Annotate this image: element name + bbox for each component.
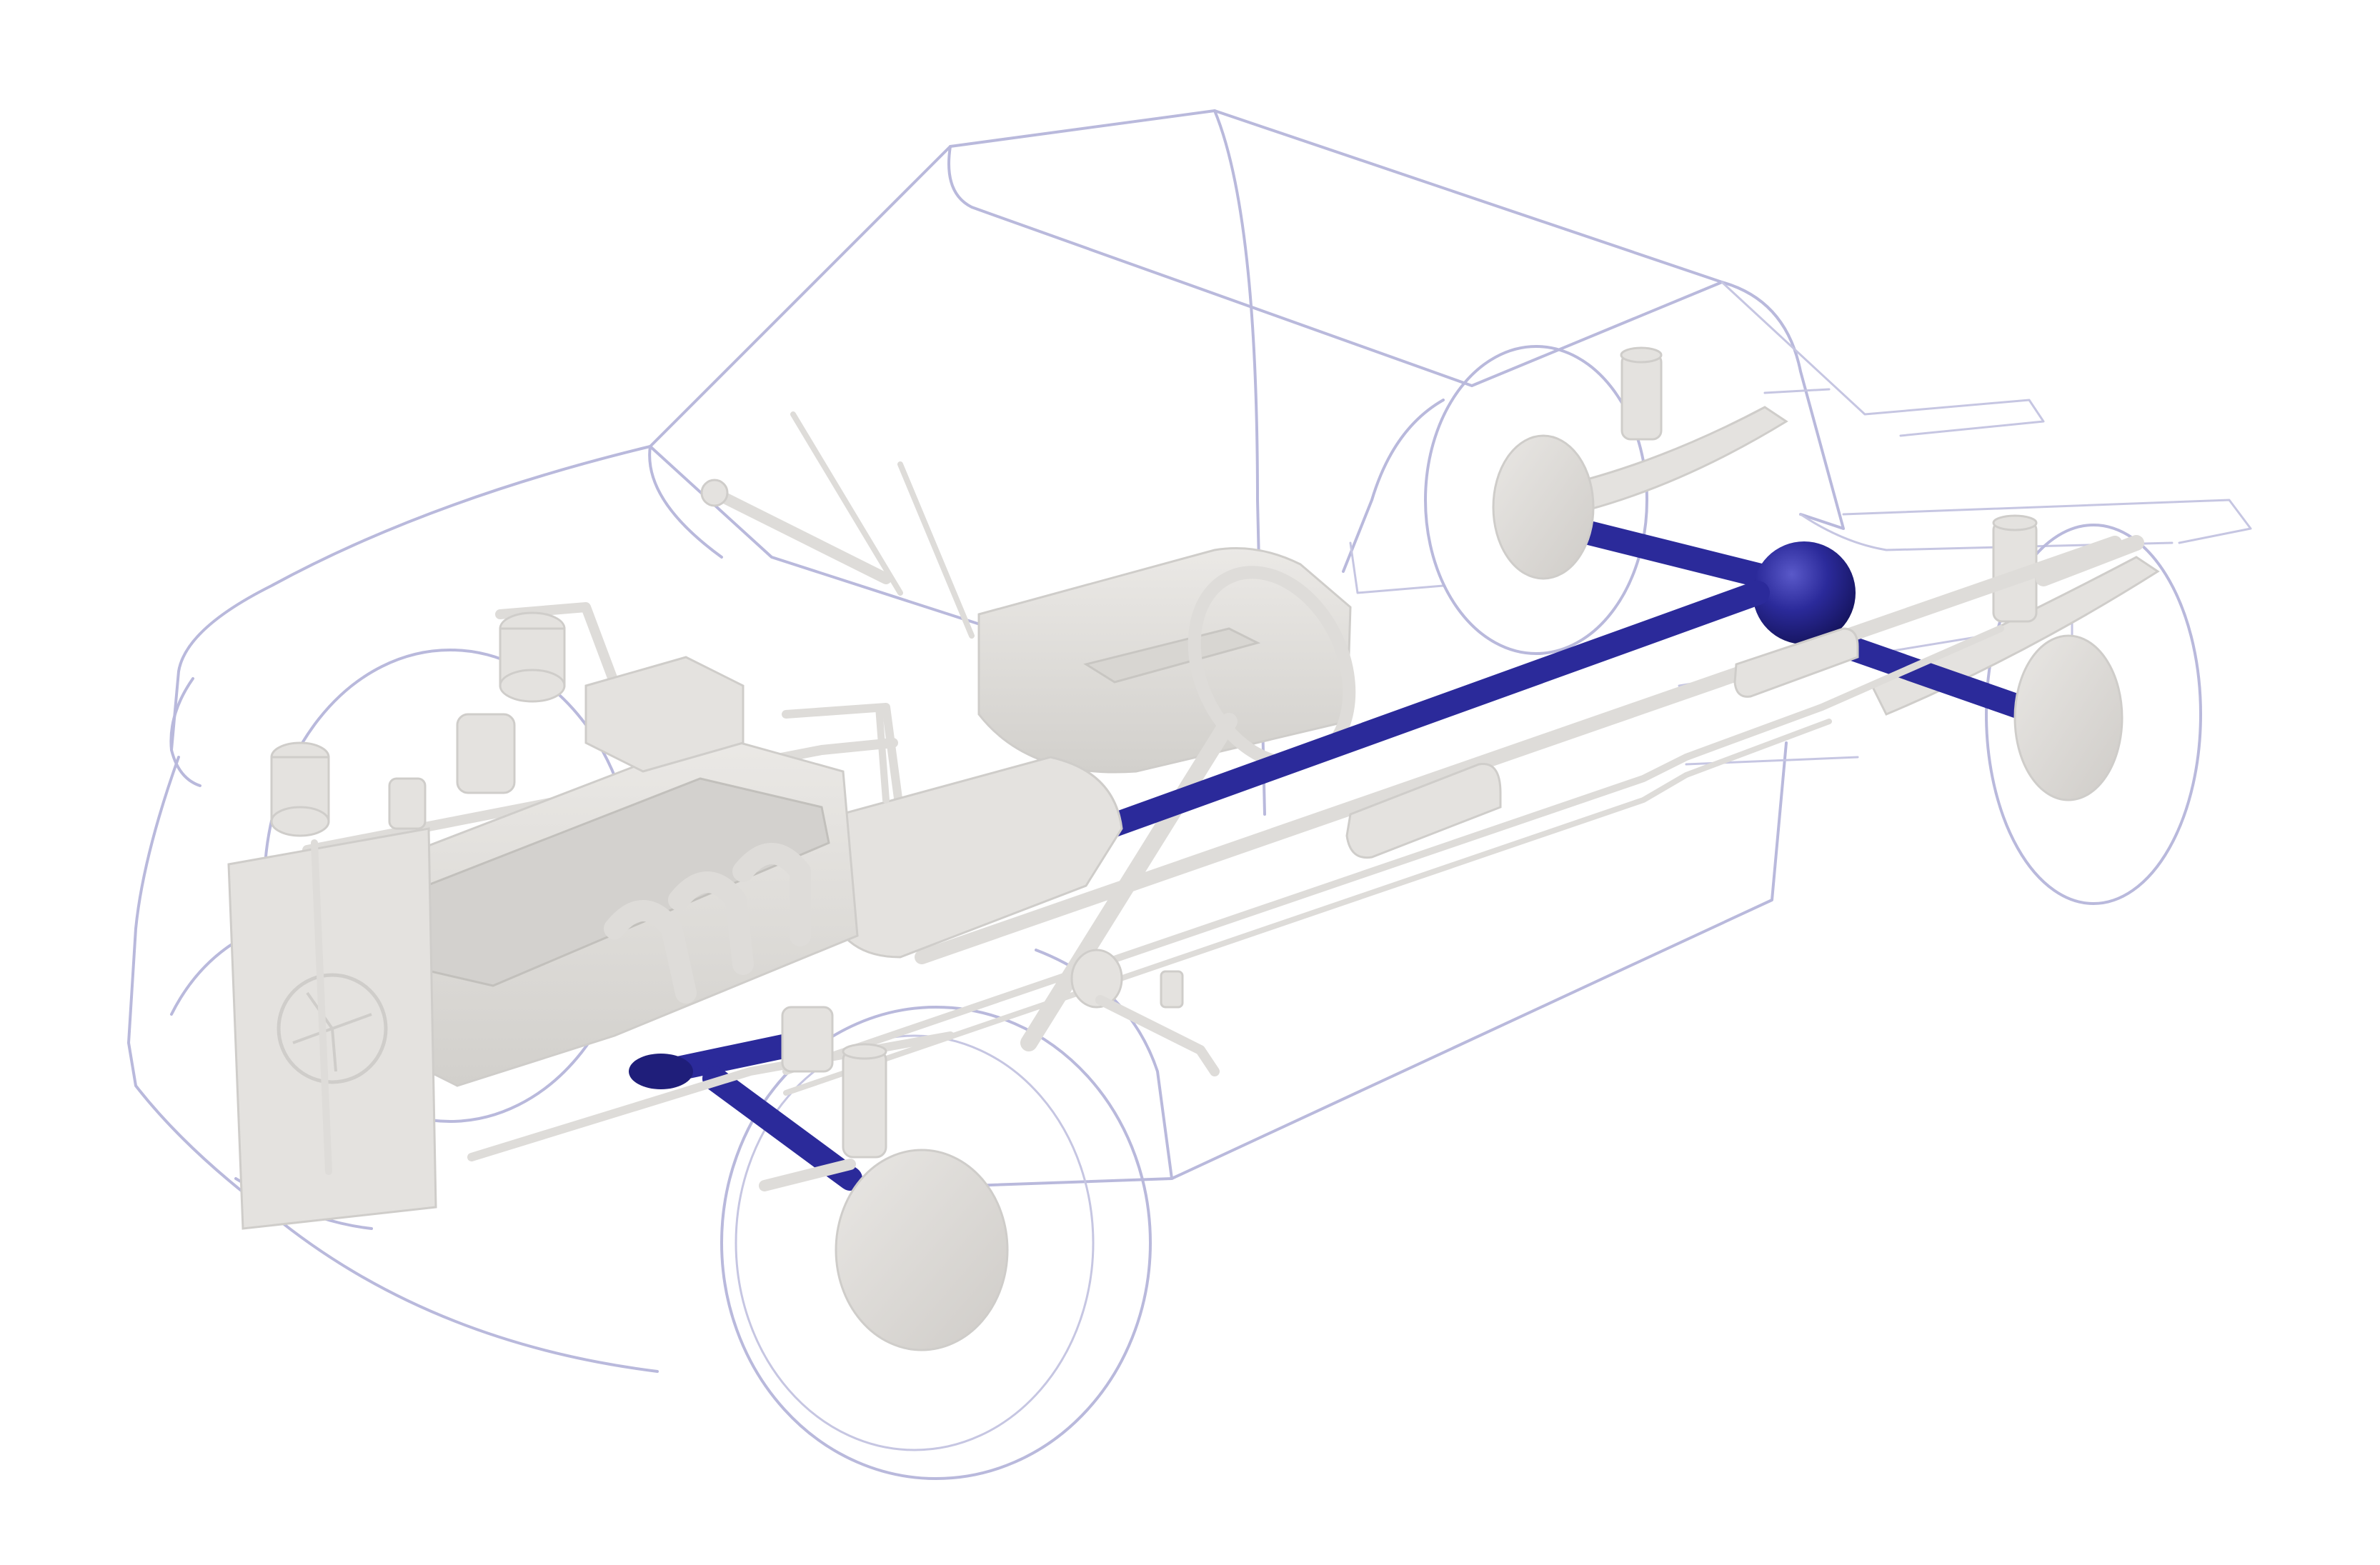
differential: [1753, 541, 1856, 644]
engine-assembly: [227, 602, 1123, 1230]
rear-wheels: [1492, 434, 2123, 801]
front-axle: [629, 1031, 862, 1191]
exhaust-system: [782, 536, 2122, 1096]
radiator-fan: [277, 973, 388, 1084]
front-right-wheel: [835, 1149, 1009, 1351]
transmission: [813, 756, 1123, 959]
fuel-tank: [977, 547, 1352, 774]
muffler: [1345, 763, 1502, 859]
battery: [584, 656, 745, 773]
drive-shaft: [1052, 581, 1770, 855]
rear-muffler: [1733, 627, 1859, 698]
front-suspension: [759, 949, 1220, 1351]
rear-left-wheel: [1492, 434, 1595, 580]
rear-right-wheel: [2013, 634, 2123, 801]
